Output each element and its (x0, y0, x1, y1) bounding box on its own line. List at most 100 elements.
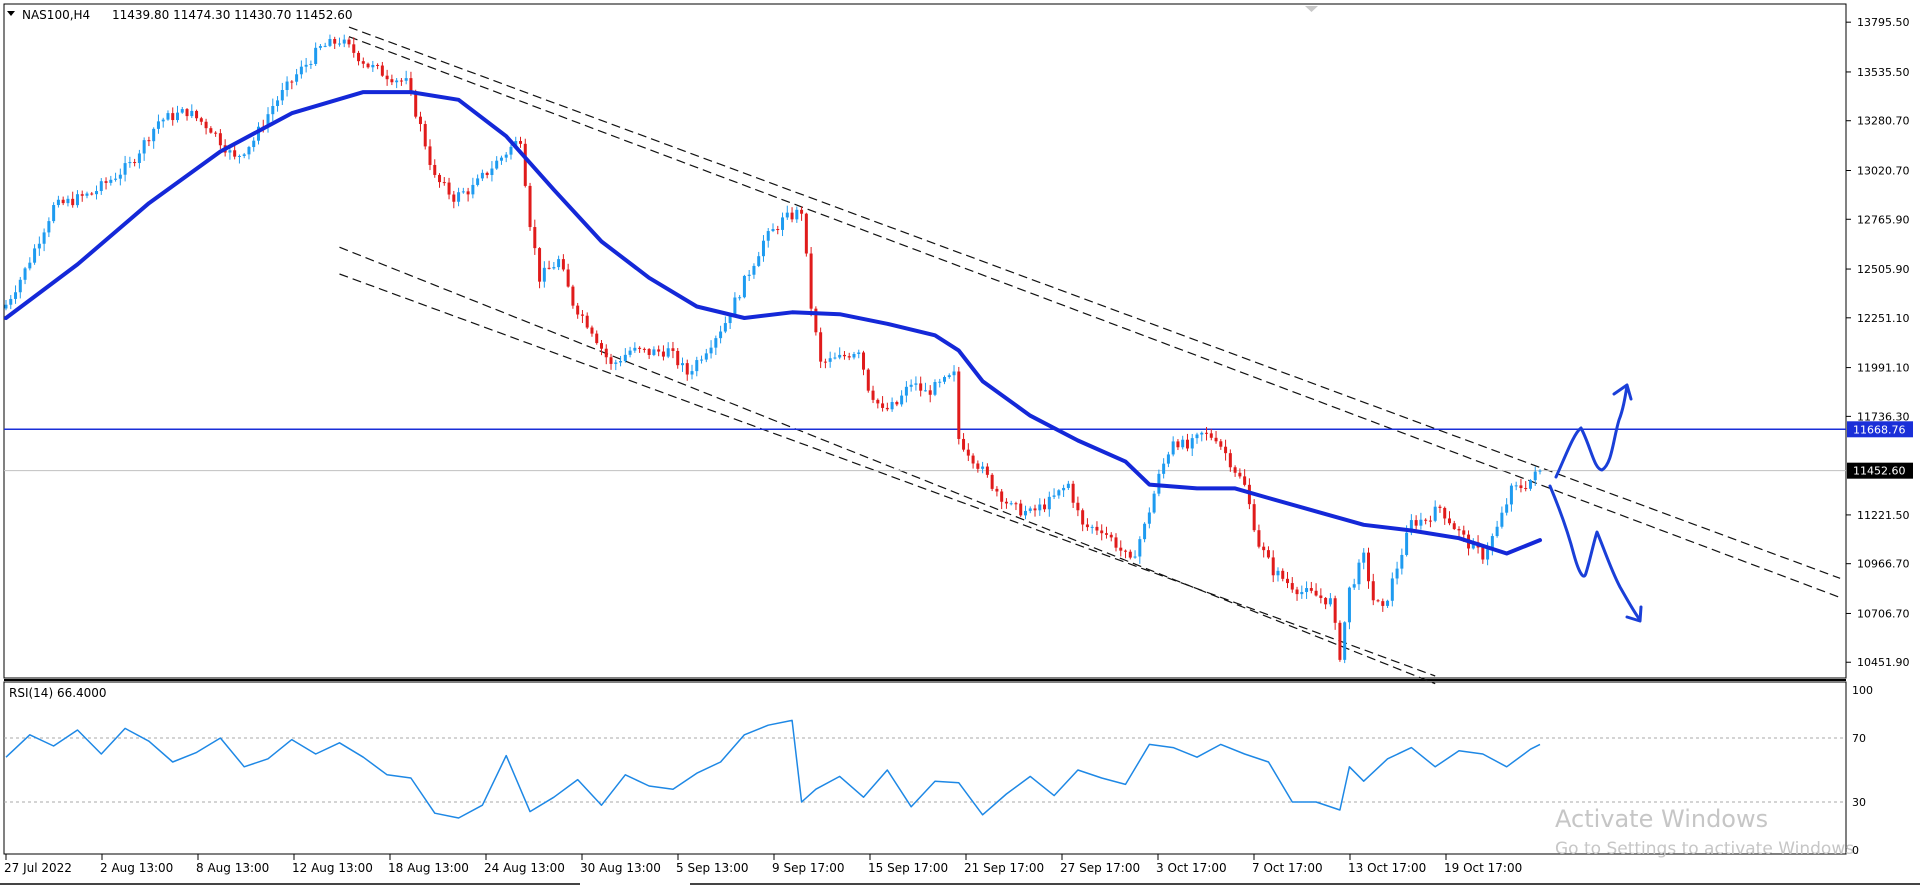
candle-body (538, 248, 542, 282)
candle (299, 60, 303, 79)
candle-body (380, 65, 384, 76)
candle (395, 78, 399, 89)
candle (214, 131, 218, 137)
rsi-pane-frame (3, 681, 1847, 855)
candle (476, 174, 480, 187)
candle (661, 345, 665, 361)
candle (1128, 549, 1132, 560)
candle-body (1252, 504, 1256, 531)
candle-body (1500, 512, 1504, 527)
candle (771, 223, 775, 233)
candle (380, 61, 384, 77)
price-axis-label: 11736.30 (1857, 410, 1910, 423)
candle-body (1090, 526, 1094, 528)
candle (1109, 532, 1113, 542)
candle (1438, 504, 1442, 513)
candle (1076, 496, 1080, 517)
candle-body (1257, 530, 1261, 547)
candle (199, 116, 203, 126)
candle (585, 312, 589, 330)
candle-body (1233, 467, 1237, 473)
candle (723, 316, 727, 334)
bullish-arrowhead (1612, 383, 1633, 401)
time-axis-label: 8 Aug 13:00 (196, 861, 269, 875)
candle (1376, 599, 1380, 603)
candle (1233, 465, 1237, 477)
candle-body (357, 52, 361, 62)
candle-body (233, 150, 237, 157)
candle (1085, 518, 1089, 531)
candle (1509, 483, 1513, 512)
candle (1071, 480, 1075, 508)
candle-body (366, 63, 370, 68)
candle (1538, 469, 1542, 475)
candle (742, 274, 746, 299)
candle-body (1457, 529, 1461, 531)
candle-body (161, 119, 165, 122)
candle-body (52, 205, 56, 222)
candle-body (895, 402, 899, 405)
candle (785, 205, 789, 220)
candle-body (390, 79, 394, 83)
time-axis-label: 9 Sep 17:00 (772, 861, 844, 875)
candle-body (452, 194, 456, 202)
symbol-menu-icon[interactable] (7, 11, 15, 16)
candle (919, 376, 923, 397)
candle (52, 202, 56, 224)
candle-body (290, 81, 294, 83)
candle-body (781, 217, 785, 230)
candle-body (461, 191, 465, 193)
candle-body (428, 146, 432, 165)
candle-body (1176, 441, 1180, 448)
candle-body (1104, 533, 1108, 535)
candle (1209, 428, 1213, 441)
candle (1305, 581, 1309, 599)
chart-shift-icon[interactable] (1305, 6, 1318, 12)
candle-body (1224, 446, 1228, 454)
candle-body (99, 181, 103, 192)
level-price-tag-bg (1847, 421, 1913, 438)
candle (1343, 621, 1347, 664)
candle-body (857, 352, 861, 355)
candle (1028, 506, 1032, 514)
candle (885, 402, 889, 412)
candle-body (738, 297, 742, 299)
candle-body (1052, 495, 1056, 497)
candle (890, 397, 894, 412)
candle (490, 161, 494, 182)
candle-body (1371, 581, 1375, 601)
candle-body (1405, 532, 1409, 555)
candle (1162, 458, 1166, 479)
candle-body (776, 229, 780, 231)
candle-body (1119, 547, 1123, 551)
candle-body (409, 78, 413, 93)
price-axis-label: 12765.90 (1857, 213, 1910, 226)
candle (190, 104, 194, 119)
candle-body (266, 114, 270, 128)
candle-body (442, 182, 446, 184)
candle-body (1366, 552, 1370, 582)
candle-body (166, 113, 170, 120)
candle-body (985, 466, 989, 475)
candle-body (1271, 557, 1275, 576)
rsi-title: RSI(14) 66.4000 (9, 686, 107, 700)
candle (981, 461, 985, 474)
candle (1009, 500, 1013, 506)
candle (814, 306, 818, 336)
candle (1066, 480, 1070, 490)
candle (1309, 581, 1313, 594)
candle (195, 109, 199, 122)
candle-body (809, 253, 813, 309)
candle-body (256, 126, 260, 141)
candle-body (114, 178, 118, 180)
candle (633, 342, 637, 353)
candle (1433, 500, 1437, 523)
candle (1104, 526, 1108, 539)
candle (328, 34, 332, 48)
candle-body (1152, 493, 1156, 513)
candle-body (728, 316, 732, 324)
candle-body (847, 356, 851, 358)
rsi-line (5, 719, 1541, 819)
